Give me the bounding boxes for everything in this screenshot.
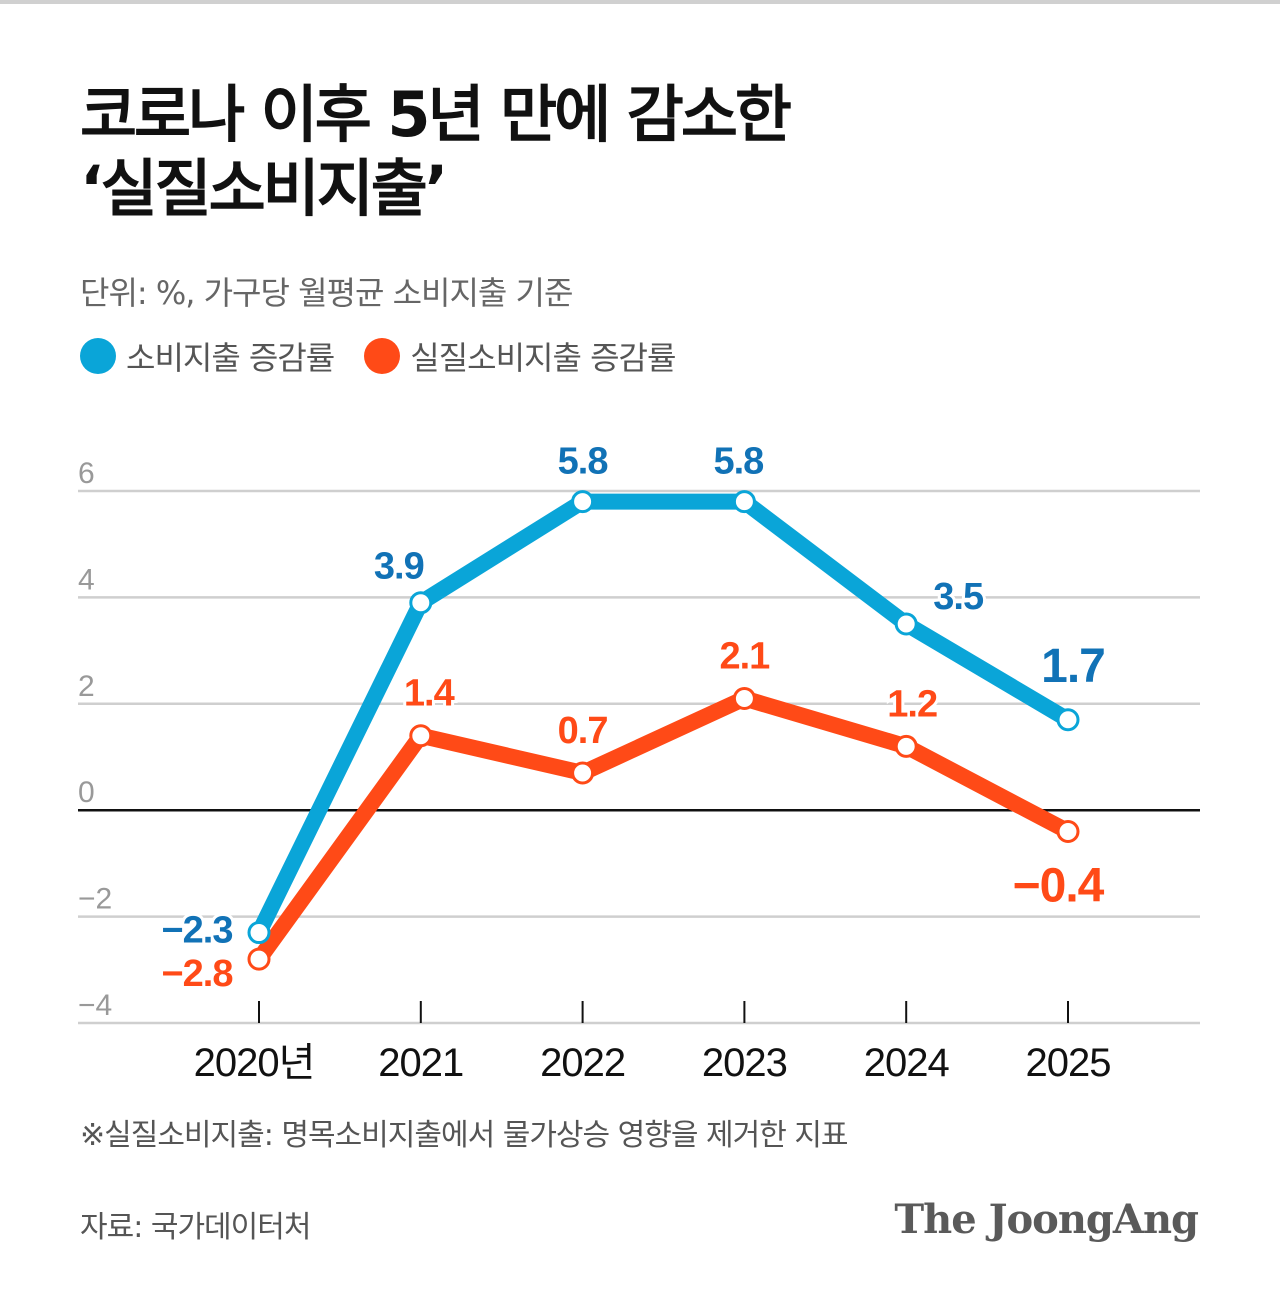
series-line xyxy=(251,690,1076,968)
data-point xyxy=(247,921,271,945)
data-label: −2.8 xyxy=(161,953,232,995)
data-label: 3.9 xyxy=(374,546,424,588)
legend-item-real-spending: 실질소비지출 증감률 xyxy=(364,333,676,379)
data-point xyxy=(1056,819,1080,843)
source: 자료: 국가데이터처 xyxy=(80,1210,311,1245)
y-tick-label: 0 xyxy=(78,776,95,809)
legend-label: 실질소비지출 증감률 xyxy=(410,339,676,377)
x-tick-label: 2023 xyxy=(702,1041,787,1085)
series-line xyxy=(251,493,1076,941)
unit-label: 단위: %, 가구당 월평균 소비지출 기준 xyxy=(80,274,573,312)
data-label: 1.2 xyxy=(887,683,937,725)
data-label: −2.3 xyxy=(161,910,232,952)
data-point xyxy=(247,947,271,971)
top-border xyxy=(0,0,1280,4)
title-line-1: 코로나 이후 5년 만에 감소한 xyxy=(80,78,792,151)
data-label: 5.8 xyxy=(713,441,763,483)
data-label: 0.7 xyxy=(558,710,608,752)
chart-title: 코로나 이후 5년 만에 감소한 ‘실질소비지출’ xyxy=(80,78,792,226)
legend-dot-orange xyxy=(364,338,401,374)
data-label: 1.7 xyxy=(1041,640,1105,693)
title-line-2: ‘실질소비지출’ xyxy=(80,152,448,225)
data-label: 5.8 xyxy=(558,441,608,483)
data-point xyxy=(894,734,918,758)
legend: 소비지출 증감률 실질소비지출 증감률 xyxy=(80,333,676,379)
publisher-logo: The JoongAng xyxy=(894,1196,1199,1243)
x-tick-label: 2020년 xyxy=(194,1041,315,1085)
data-point xyxy=(1056,708,1080,732)
legend-dot-blue xyxy=(80,338,116,374)
data-point xyxy=(571,761,595,785)
y-tick-label: 4 xyxy=(78,563,95,596)
y-tick-label: −4 xyxy=(78,989,112,1022)
data-label: 1.4 xyxy=(404,673,455,715)
data-point xyxy=(732,686,756,710)
data-point xyxy=(732,490,756,514)
x-tick-label: 2022 xyxy=(540,1041,625,1085)
data-point xyxy=(409,591,433,615)
footnote: ※실질소비지출: 명목소비지출에서 물가상승 영향을 제거한 지표 xyxy=(80,1118,849,1153)
y-tick-label: 2 xyxy=(78,670,95,703)
y-tick-label: −2 xyxy=(78,883,112,916)
data-point xyxy=(894,612,918,636)
y-tick-label: 6 xyxy=(78,457,95,490)
legend-item-spending: 소비지출 증감률 xyxy=(80,333,335,379)
data-point xyxy=(571,490,595,514)
x-tick-label: 2024 xyxy=(864,1041,950,1085)
data-label: 2.1 xyxy=(719,635,770,677)
x-tick-label: 2025 xyxy=(1026,1041,1111,1085)
data-label: −0.4 xyxy=(1013,859,1105,912)
data-label: 3.5 xyxy=(933,576,984,618)
legend-label: 소비지출 증감률 xyxy=(126,339,335,377)
data-point xyxy=(409,724,433,748)
x-tick-label: 2021 xyxy=(378,1041,463,1085)
